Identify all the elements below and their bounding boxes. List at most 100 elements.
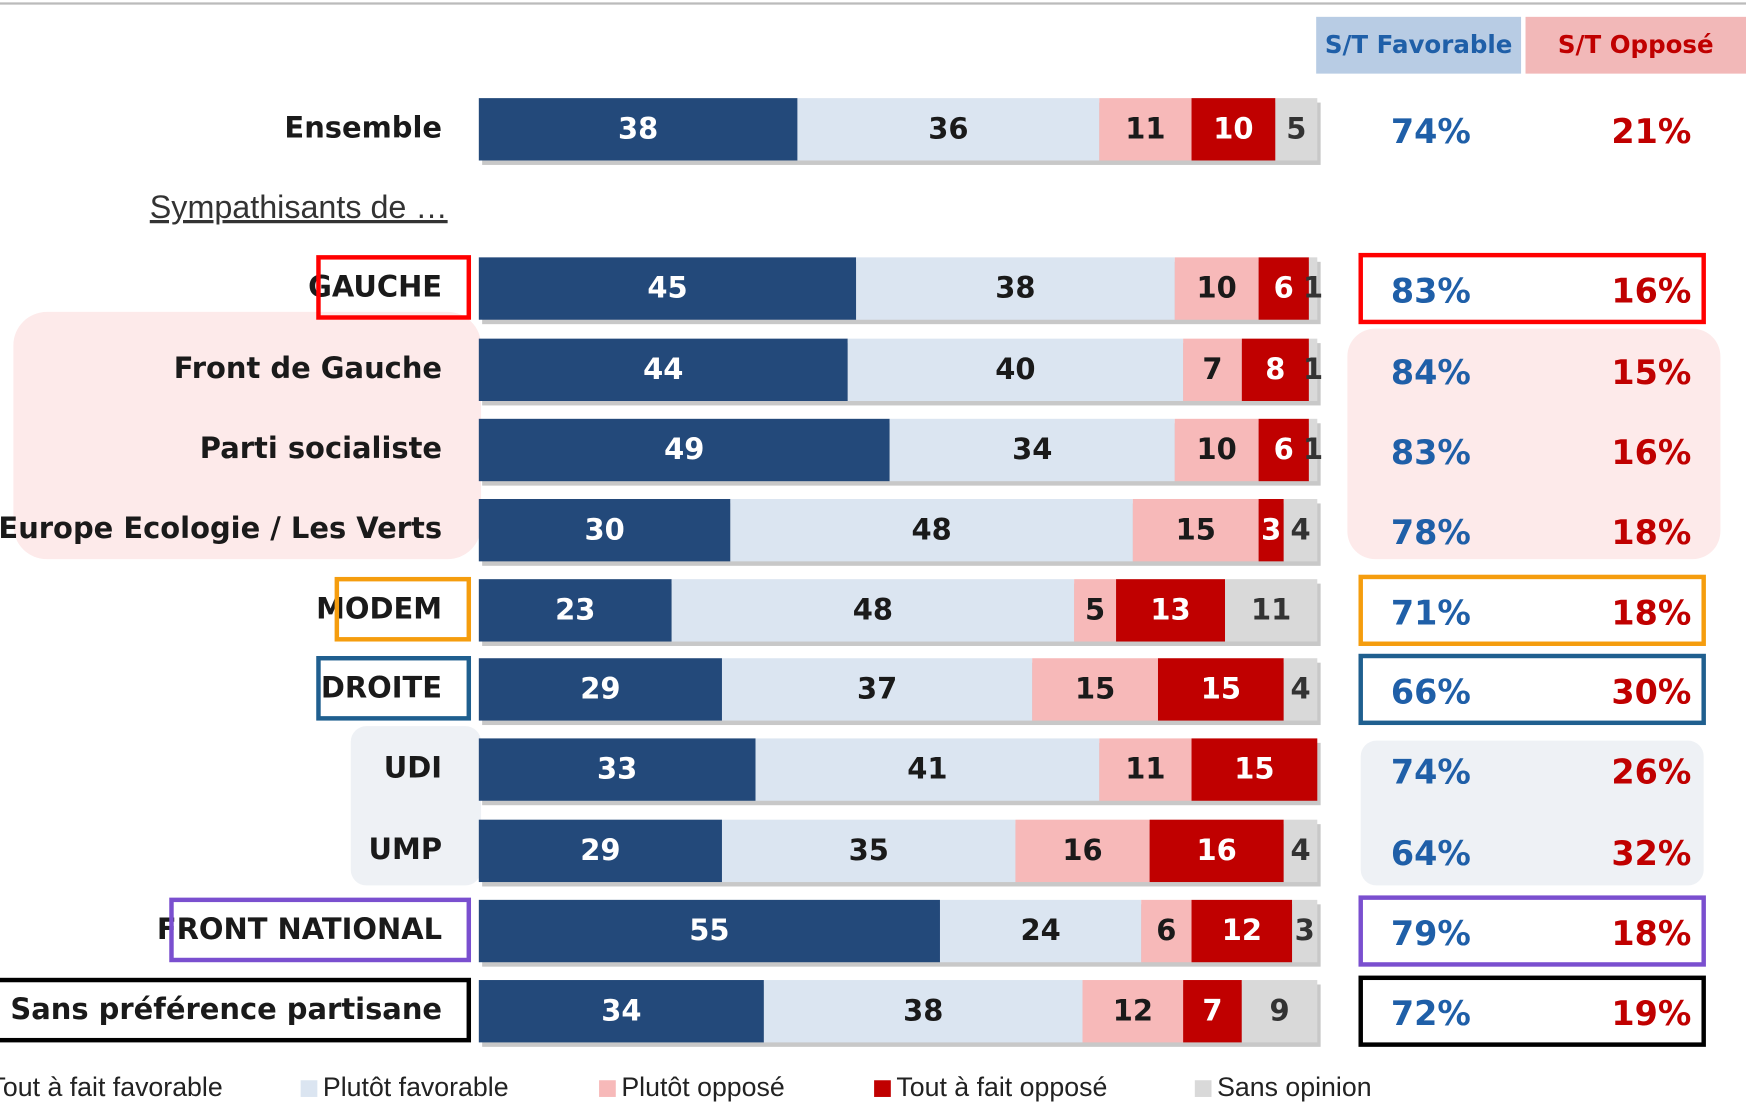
segment-label: 12 [1113,993,1153,1027]
segment-label: 15 [1201,672,1241,706]
bar-segment [1141,899,1192,963]
bar-segment [721,658,1033,721]
summary-value: 74% [1391,753,1471,792]
segment-label: 15 [1075,672,1115,706]
segment-label: 44 [643,352,683,386]
legend-label: Sans opinion [1217,1072,1372,1102]
bar-segment [1241,980,1318,1043]
group-shade [1347,328,1721,560]
summary-value: 83% [1391,271,1471,310]
category-box [334,576,472,642]
summary-value: 30% [1611,672,1691,711]
group-shade [13,311,482,560]
summary-value: 26% [1611,753,1691,792]
bar-segment [478,418,890,482]
segment-label: 33 [597,752,637,786]
segment-label: 4 [1290,512,1310,546]
legend-label: Tout à fait opposé [896,1072,1107,1102]
category-label: UDI [384,751,442,785]
bar-segment [1074,579,1117,642]
group-shade [1360,740,1704,886]
segment-label: 3 [1261,512,1281,546]
group-shade [350,726,482,886]
bar-segment [1099,98,1192,161]
summary-box [1358,653,1706,726]
segment-label: 45 [647,271,687,305]
legend-swatch [300,1080,318,1097]
segment-label: 11 [1251,592,1291,626]
bar-segment [763,980,1083,1043]
bar-segment [478,658,722,721]
summary-value: 72% [1391,994,1471,1033]
category-box [316,255,472,320]
summary-value: 32% [1611,834,1691,873]
bar-segment [1082,980,1184,1043]
segment-label: 15 [1176,512,1216,546]
segment-label: 16 [1197,833,1237,867]
bar-segment [1149,819,1284,883]
category-box [0,977,472,1043]
bar-segment [1116,579,1226,642]
summary-header [1316,16,1522,74]
segment-label: 6 [1274,432,1294,466]
category-label: DROITE [321,670,442,704]
bar-segment [1183,980,1242,1043]
category-box [169,897,472,963]
segment-label: 16 [1062,833,1102,867]
segment-label: 38 [995,271,1035,305]
summary-value: 79% [1391,914,1471,953]
segment-label: 1 [1303,432,1323,466]
category-label: Ensemble [284,110,442,144]
summary-value: 18% [1611,513,1691,552]
summary-value: 66% [1391,672,1471,711]
segment-label: 4 [1290,833,1310,867]
bar-segment [478,498,731,562]
segment-label: 38 [618,111,658,145]
group-label: Sympathisants de … [150,189,448,225]
bar-segment [478,819,722,883]
summary-box [1358,895,1706,967]
segment-label: 49 [664,432,704,466]
segment-label: 55 [689,913,729,947]
bar-segment [1308,418,1318,482]
bar-segment [1283,819,1318,883]
summary-value: 18% [1611,914,1691,953]
segment-label: 5 [1085,592,1105,626]
category-label: UMP [369,832,443,866]
category-box [316,656,472,721]
segment-label: 3 [1295,913,1315,947]
segment-label: 48 [853,592,893,626]
segment-label: 34 [601,993,641,1027]
segment-label: 12 [1222,913,1262,947]
summary-box [1358,252,1706,325]
category-label: Front de Gauche [174,351,442,385]
bar-segment [1191,899,1293,963]
bar-segment [1157,658,1284,721]
bar-segment [755,738,1100,801]
bar-segment [1174,257,1259,320]
summary-value: 83% [1391,433,1471,472]
bar-segment [1132,498,1259,562]
bar-segment [671,579,1075,642]
summary-value: 84% [1391,353,1471,392]
bar-segment [1183,338,1242,402]
bar-segment [1292,899,1318,963]
bar-segment [730,498,1133,562]
summary-value: 78% [1391,513,1471,552]
segment-label: 10 [1197,432,1237,466]
bar-segment [1258,418,1309,482]
summary-value: 74% [1391,112,1471,151]
segment-label: 5 [1286,111,1306,145]
segment-label: 35 [849,833,889,867]
legend-swatch [599,1080,616,1097]
summary-value: 18% [1611,593,1691,632]
segment-label: 34 [1012,432,1052,466]
summary-value: 16% [1611,433,1691,472]
bar-segment [721,819,1016,883]
category-label: Europe Ecologie / Les Verts [0,511,442,545]
bar-segment [1283,498,1318,562]
bar-segment [478,980,764,1043]
segment-label: 1 [1303,271,1323,305]
legend-label: Plutôt favorable [323,1072,509,1102]
segment-label: 11 [1125,752,1165,786]
